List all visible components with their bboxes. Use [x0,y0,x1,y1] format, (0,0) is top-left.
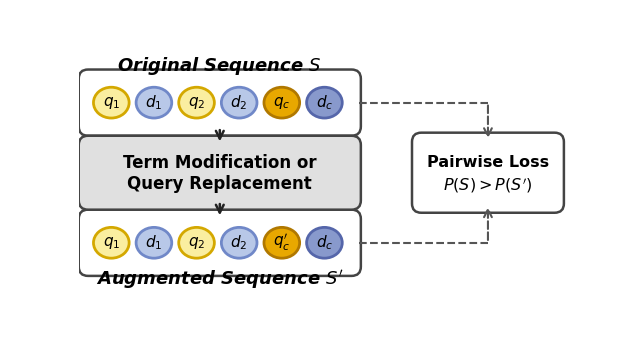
Ellipse shape [307,227,342,258]
Text: Term Modification or: Term Modification or [123,155,317,172]
Ellipse shape [264,87,300,118]
Ellipse shape [179,227,214,258]
Ellipse shape [93,227,129,258]
Ellipse shape [264,227,300,258]
FancyBboxPatch shape [79,210,361,276]
FancyBboxPatch shape [412,133,564,213]
Text: $q_1$: $q_1$ [103,235,120,251]
FancyBboxPatch shape [79,69,361,136]
Text: $d_2$: $d_2$ [231,93,248,112]
Text: $d_c$: $d_c$ [316,93,333,112]
Text: Augmented Sequence $S'$: Augmented Sequence $S'$ [96,268,343,291]
Text: $q_c'$: $q_c'$ [273,232,290,253]
Ellipse shape [179,87,214,118]
Text: Pairwise Loss: Pairwise Loss [427,155,549,170]
Text: $d_c$: $d_c$ [316,234,333,252]
Text: Query Replacement: Query Replacement [127,175,312,193]
Text: $q_2$: $q_2$ [188,235,205,251]
Text: $d_1$: $d_1$ [146,234,163,252]
Text: $P(S) > P(S')$: $P(S) > P(S')$ [443,176,533,195]
FancyBboxPatch shape [79,136,361,210]
Ellipse shape [221,87,257,118]
Text: $q_c$: $q_c$ [273,95,290,111]
Ellipse shape [136,87,172,118]
Ellipse shape [221,227,257,258]
Text: $q_1$: $q_1$ [103,95,120,111]
Ellipse shape [93,87,129,118]
Text: Original Sequence $S$: Original Sequence $S$ [117,55,322,77]
Text: $q_2$: $q_2$ [188,95,205,111]
Ellipse shape [307,87,342,118]
Ellipse shape [136,227,172,258]
Text: $d_2$: $d_2$ [231,234,248,252]
Text: $d_1$: $d_1$ [146,93,163,112]
